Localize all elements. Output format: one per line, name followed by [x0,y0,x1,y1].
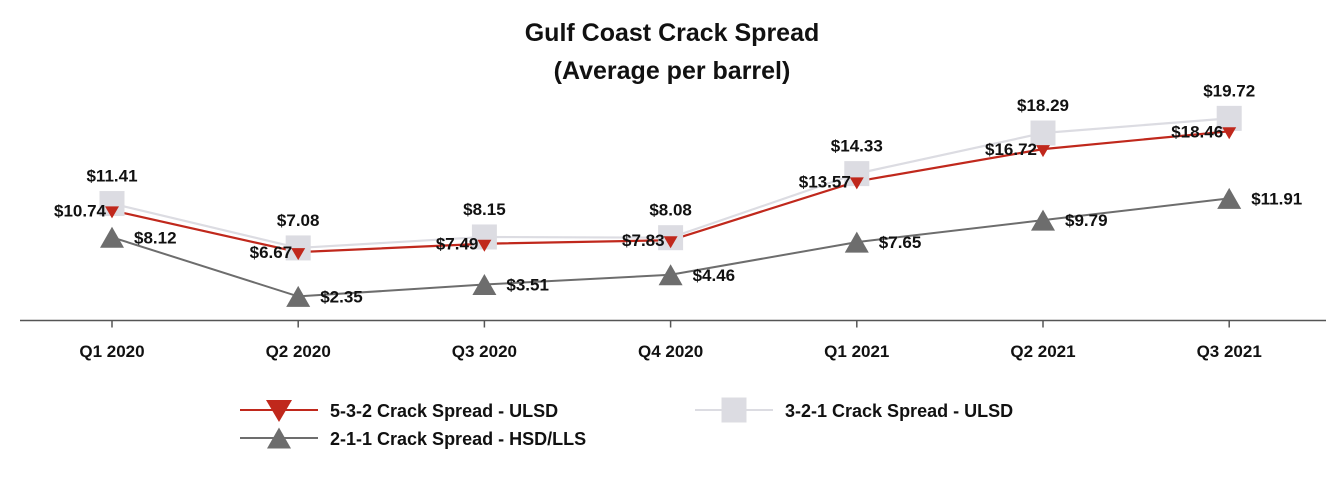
legend-label: 3-2-1 Crack Spread - ULSD [785,401,1013,421]
data-label: $6.67 [250,243,293,262]
data-label: $19.72 [1203,81,1255,100]
data-point [658,264,683,286]
data-label: $2.35 [320,287,363,306]
data-label: $7.49 [436,235,479,254]
data-label: $8.15 [463,200,506,219]
legend-label: 2-1-1 Crack Spread - HSD/LLS [330,429,586,449]
data-point [105,206,119,219]
legend-label: 5-3-2 Crack Spread - ULSD [330,401,558,421]
legend: 5-3-2 Crack Spread - ULSD 3-2-1 Crack Spr… [240,397,1013,449]
x-tick-label: Q1 2020 [79,342,144,361]
data-label: $4.46 [693,266,736,285]
legend-marker [267,427,291,449]
data-point [100,226,124,248]
data-point [1222,127,1237,140]
data-point [1216,105,1242,131]
chart-subtitle: (Average per barrel) [554,57,791,85]
data-label: $8.12 [134,228,177,247]
chart-title: Gulf Coast Crack Spread [525,19,820,47]
data-label: $7.65 [879,233,922,252]
x-tick-label: Q4 2020 [638,342,703,361]
data-label: $18.29 [1017,96,1069,115]
data-point [849,177,864,190]
x-tick-label: Q1 2021 [824,342,889,361]
data-point [663,236,678,249]
data-label: $7.08 [277,211,320,230]
data-label: $10.74 [54,201,107,220]
data-point [291,248,306,261]
data-label: $9.79 [1065,211,1108,230]
data-label: $13.57 [799,172,851,191]
data-label: $3.51 [506,276,549,295]
data-point [1030,120,1056,146]
data-point [1036,145,1050,158]
data-label: $16.72 [985,140,1037,159]
data-point [1217,187,1242,209]
x-tick-label: Q3 2020 [452,342,517,361]
data-label: $8.08 [649,201,692,220]
data-point [472,274,497,296]
plot-area: Q1 2020 Q2 2020 Q3 2020 Q4 2020 Q1 2021 Q2 20… [20,81,1326,361]
x-tick-label: Q2 2021 [1010,342,1075,361]
data-point [844,231,869,253]
data-label: $18.46 [1171,122,1223,141]
data-label: $11.41 [86,167,137,186]
data-label: $14.33 [831,137,883,156]
data-label: $11.91 [1251,189,1302,208]
data-label: $7.83 [622,231,665,250]
data-point [1031,209,1055,231]
data-point [286,285,311,307]
legend-marker [266,400,292,422]
data-point [477,239,492,252]
legend-marker [721,397,747,423]
x-tick-label: Q2 2020 [266,342,331,361]
x-tick-label: Q3 2021 [1197,342,1262,361]
